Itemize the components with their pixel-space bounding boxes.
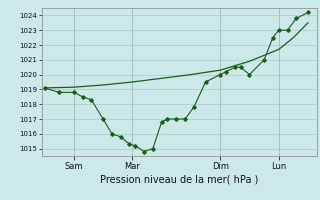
X-axis label: Pression niveau de la mer( hPa ): Pression niveau de la mer( hPa ): [100, 175, 258, 185]
